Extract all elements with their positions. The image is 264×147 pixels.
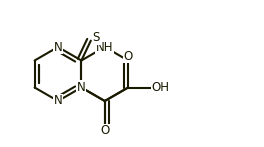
Text: NH: NH bbox=[96, 41, 114, 54]
Text: N: N bbox=[54, 41, 62, 54]
Text: O: O bbox=[100, 125, 109, 137]
Text: S: S bbox=[92, 31, 100, 44]
Text: OH: OH bbox=[151, 81, 169, 94]
Text: N: N bbox=[77, 81, 86, 94]
Text: O: O bbox=[124, 50, 133, 63]
Text: N: N bbox=[54, 95, 62, 107]
